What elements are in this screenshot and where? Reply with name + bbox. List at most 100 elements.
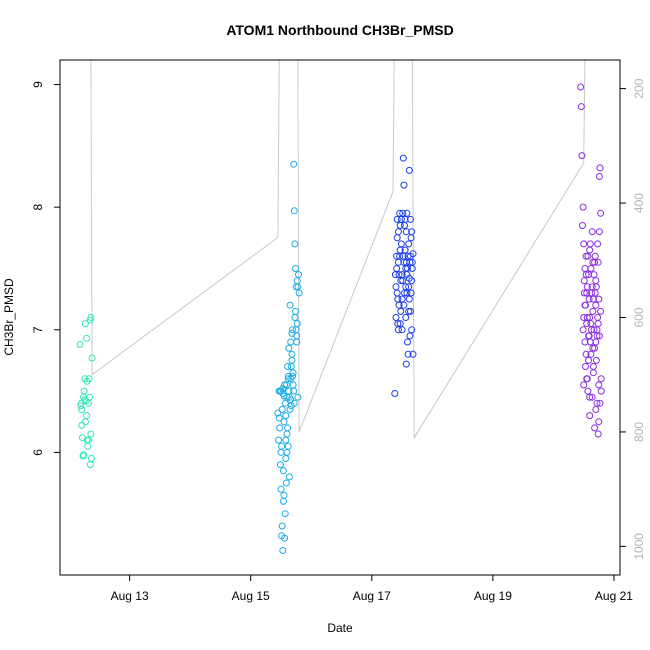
- data-point: [591, 289, 599, 297]
- data-point: [281, 381, 289, 389]
- data-point: [577, 103, 585, 111]
- data-point: [284, 363, 292, 370]
- data-point: [294, 393, 302, 401]
- data-point: [80, 387, 88, 395]
- data-point: [83, 412, 91, 420]
- y2-tick-label: 200: [632, 78, 646, 98]
- data-point: [578, 152, 586, 160]
- data-point: [81, 396, 89, 404]
- data-point: [280, 392, 288, 400]
- data-point: [404, 338, 411, 346]
- data-point: [594, 240, 602, 248]
- data-point: [594, 320, 602, 328]
- data-point: [391, 390, 399, 397]
- data-point: [407, 289, 415, 297]
- data-point: [278, 442, 286, 450]
- data-point: [402, 228, 410, 236]
- y-tick-label: 8: [31, 203, 45, 210]
- data-point: [277, 448, 285, 456]
- data-point: [403, 289, 411, 297]
- data-point: [582, 271, 590, 279]
- data-point: [86, 461, 94, 469]
- data-point: [408, 228, 416, 236]
- data-point: [597, 209, 605, 217]
- points-layer: [76, 83, 605, 554]
- data-point: [583, 289, 591, 297]
- data-point: [81, 418, 89, 426]
- data-point: [290, 160, 298, 168]
- data-point: [595, 332, 603, 340]
- data-point: [290, 387, 298, 395]
- data-point: [276, 461, 284, 469]
- data-point: [597, 307, 605, 315]
- data-point: [291, 240, 299, 248]
- data-point: [396, 320, 404, 328]
- data-point: [282, 436, 290, 444]
- data-point: [408, 326, 416, 334]
- data-point: [394, 295, 402, 303]
- data-point: [275, 436, 283, 444]
- data-point: [589, 307, 597, 315]
- data-point: [393, 265, 401, 272]
- data-point: [401, 246, 409, 254]
- data-point: [288, 350, 296, 358]
- y2-tick-label: 400: [632, 193, 646, 213]
- data-point: [579, 222, 586, 229]
- data-point: [289, 369, 297, 377]
- data-point: [590, 271, 598, 279]
- data-point: [396, 209, 404, 217]
- data-point: [397, 307, 405, 315]
- data-point: [408, 258, 416, 266]
- data-point: [392, 314, 400, 321]
- data-point: [588, 283, 596, 291]
- data-point: [395, 271, 403, 279]
- data-point: [400, 301, 408, 309]
- data-point: [401, 215, 409, 223]
- data-point: [275, 414, 283, 422]
- data-point: [580, 277, 588, 285]
- data-point: [597, 375, 605, 383]
- data-point: [583, 320, 591, 328]
- data-point: [292, 326, 300, 334]
- data-point: [285, 387, 293, 395]
- data-point: [594, 258, 602, 266]
- data-point: [409, 350, 417, 358]
- data-point: [397, 240, 405, 248]
- data-point: [593, 332, 601, 340]
- data-point: [285, 473, 293, 481]
- data-point: [581, 301, 589, 309]
- y-axis-label: CH3Br_PMSD: [2, 278, 16, 356]
- data-point: [587, 265, 595, 272]
- data-point: [279, 467, 287, 475]
- data-point: [398, 326, 406, 334]
- data-point: [581, 265, 589, 272]
- data-point: [405, 295, 413, 303]
- data-point: [399, 277, 407, 285]
- data-point: [88, 354, 96, 362]
- data-point: [589, 363, 597, 370]
- data-point: [406, 332, 414, 340]
- data-point: [579, 326, 587, 334]
- data-point: [592, 356, 600, 364]
- data-point: [577, 83, 585, 91]
- data-point: [585, 295, 593, 303]
- data-point: [84, 442, 92, 450]
- data-point: [283, 448, 291, 456]
- data-point: [409, 250, 417, 258]
- data-point: [280, 418, 288, 426]
- data-point: [288, 329, 296, 337]
- data-point: [586, 338, 594, 346]
- y2-axis: 200 400 600 800 1000: [620, 78, 646, 560]
- x-tick-label: Aug 21: [595, 589, 633, 603]
- data-point: [278, 532, 286, 540]
- data-point: [399, 252, 407, 260]
- data-point: [588, 326, 595, 334]
- data-point: [287, 363, 295, 370]
- x-tick-label: Aug 15: [232, 589, 270, 603]
- data-point: [589, 369, 597, 377]
- data-point: [592, 406, 600, 413]
- data-point: [404, 350, 412, 358]
- data-point: [400, 181, 408, 189]
- data-point: [405, 166, 413, 174]
